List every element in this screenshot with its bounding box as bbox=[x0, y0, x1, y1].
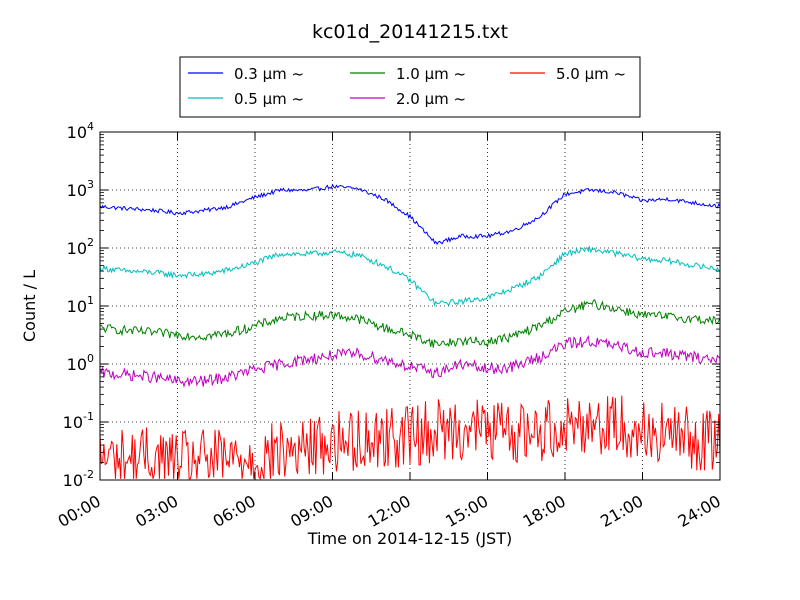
y-tick-label: 100 bbox=[67, 352, 94, 374]
legend-box bbox=[179, 56, 641, 118]
axis-ticks bbox=[99, 131, 721, 481]
series-line bbox=[99, 395, 721, 481]
x-axis-label: Time on 2014-12-15 (JST) bbox=[307, 529, 512, 548]
series-line bbox=[100, 299, 721, 349]
series-line bbox=[99, 334, 721, 388]
y-tick-label: 103 bbox=[67, 178, 94, 200]
y-tick-label: 10-2 bbox=[63, 468, 94, 490]
grid-lines bbox=[100, 132, 720, 480]
legend-label: 5.0 μm ~ bbox=[556, 65, 626, 83]
y-tick-label: 102 bbox=[67, 236, 94, 258]
legend-label: 2.0 μm ~ bbox=[396, 90, 466, 108]
y-tick-labels: 10-2 10-1 100 101 102 103 104 bbox=[63, 120, 94, 490]
legend-label: 0.5 μm ~ bbox=[234, 90, 304, 108]
series-layer bbox=[99, 183, 721, 481]
legend: 0.3 μm ~ 0.5 μm ~ 1.0 μm ~ 2.0 μm ~ 5.0 μm ~ bbox=[179, 56, 641, 118]
y-tick-label: 104 bbox=[67, 120, 94, 142]
legend-label: 0.3 μm ~ bbox=[234, 65, 304, 83]
series-line bbox=[99, 245, 721, 307]
y-tick-label: 101 bbox=[67, 294, 94, 316]
y-axis-label: Count / L bbox=[20, 270, 39, 342]
plot-area bbox=[99, 131, 721, 481]
series-line bbox=[99, 183, 721, 246]
chart-title: kc01d_20141215.txt bbox=[312, 21, 508, 43]
legend-label: 1.0 μm ~ bbox=[396, 65, 466, 83]
y-tick-label: 10-1 bbox=[63, 410, 94, 432]
